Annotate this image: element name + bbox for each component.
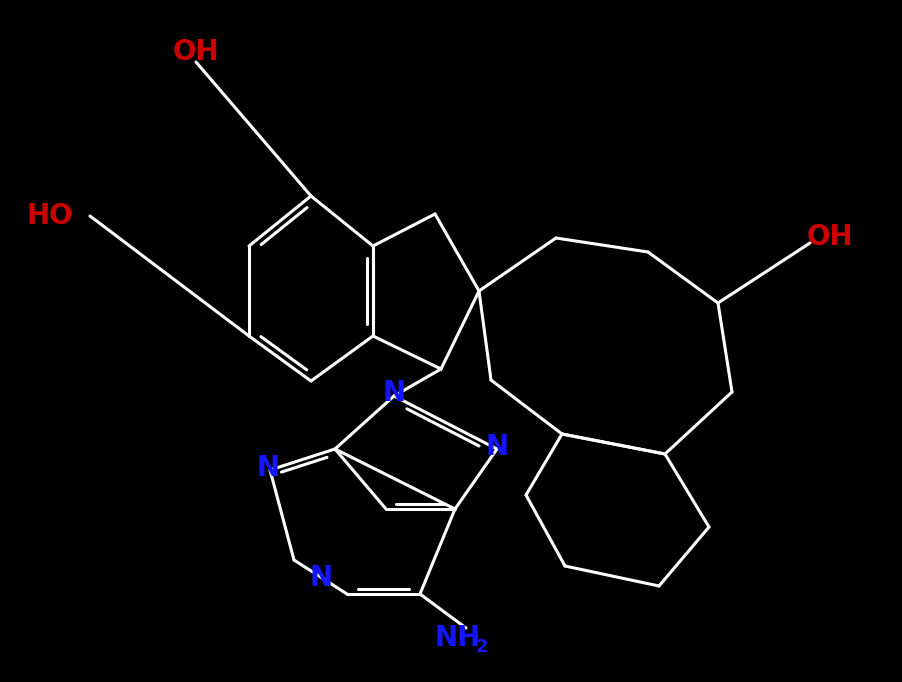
Text: NH: NH <box>435 624 481 652</box>
Text: OH: OH <box>806 223 853 251</box>
Text: N: N <box>382 379 406 407</box>
Text: N: N <box>309 564 333 592</box>
Text: N: N <box>485 433 509 461</box>
Text: 2: 2 <box>475 638 488 656</box>
Text: HO: HO <box>27 202 73 230</box>
Text: N: N <box>256 454 280 482</box>
Text: OH: OH <box>172 38 219 66</box>
